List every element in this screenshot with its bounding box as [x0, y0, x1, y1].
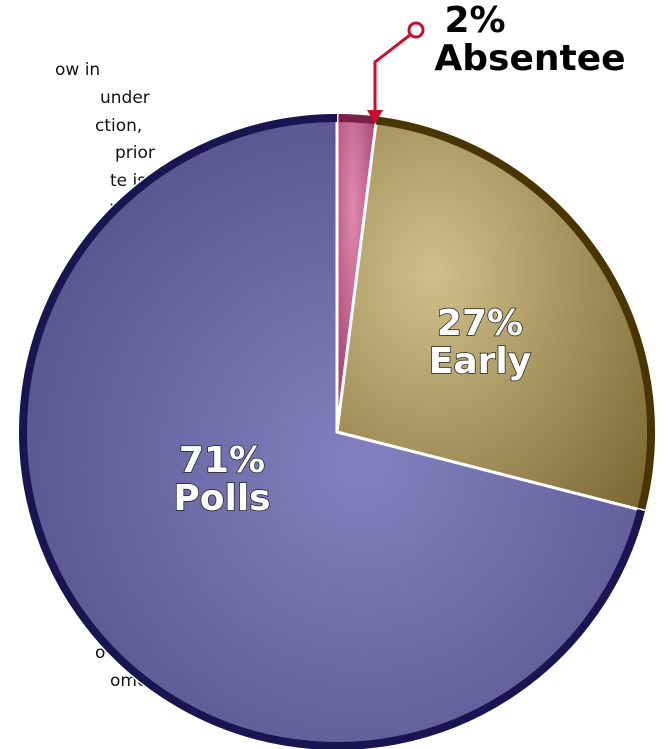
category-label: Early [429, 341, 531, 382]
text-fragment: ction, [95, 116, 142, 136]
text-fragment: ow in [55, 60, 100, 80]
slice-rim [375, 116, 655, 512]
text-fragment: under [100, 88, 150, 108]
category-label: Polls [173, 478, 270, 519]
text-fragment: prior [115, 143, 155, 163]
value-label: 27% [437, 303, 523, 344]
slice-rim [19, 114, 646, 749]
value-label: 2% [444, 0, 505, 41]
slice-rim [336, 114, 377, 125]
value-label: 71% [179, 440, 265, 481]
category-label: Absentee [434, 38, 625, 79]
annotation-arrow [367, 21, 425, 124]
